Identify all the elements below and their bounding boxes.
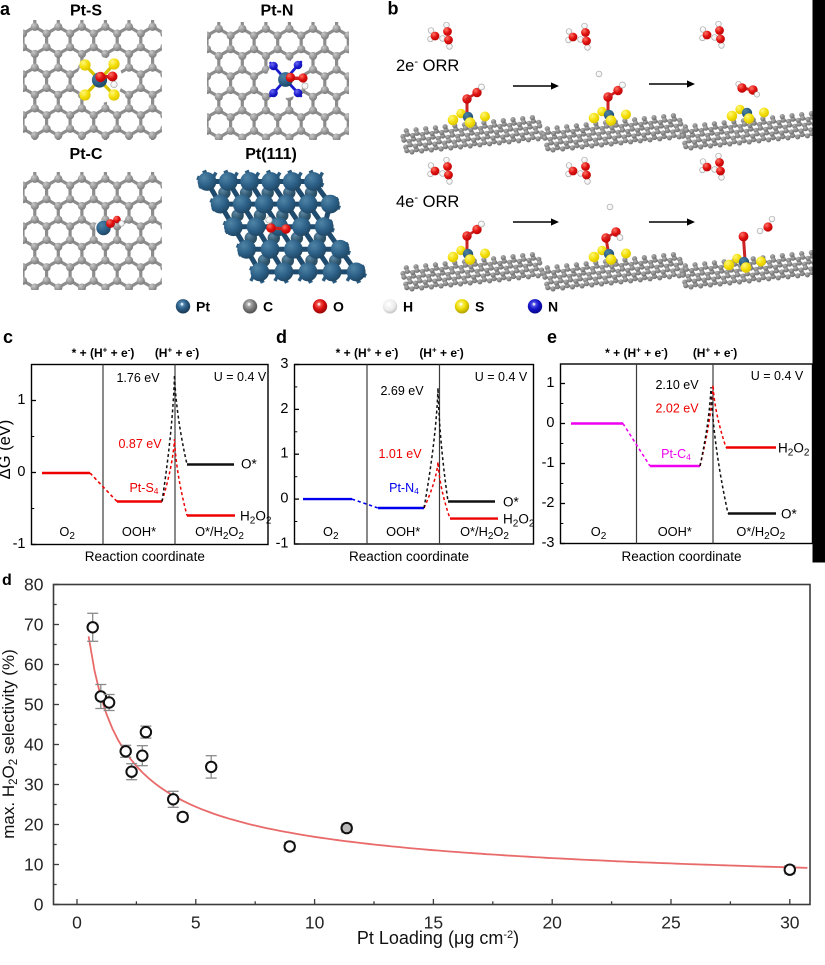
svg-text:O*: O*: [781, 507, 798, 522]
svg-text:2.02 eV: 2.02 eV: [655, 402, 699, 416]
svg-text:40: 40: [24, 735, 44, 755]
svg-text:max. H2​O2​ selectivity (%): max. H2​O2​ selectivity (%): [0, 649, 20, 838]
svg-text:50: 50: [24, 695, 44, 715]
svg-text:-1: -1: [276, 536, 289, 552]
svg-text:Reaction coordinate: Reaction coordinate: [621, 549, 741, 564]
svg-text:10: 10: [305, 913, 325, 933]
svg-text:H: H: [403, 299, 413, 315]
svg-text:O: O: [333, 299, 344, 315]
svg-text:Pt Loading (μg cm-2​): Pt Loading (μg cm-2​): [357, 928, 519, 948]
svg-text:Reaction coordinate: Reaction coordinate: [85, 549, 205, 564]
svg-text:4e-​ ORR: 4e-​ ORR: [396, 192, 459, 211]
svg-text:OOH*: OOH*: [386, 524, 420, 539]
svg-text:U = 0.4 V: U = 0.4 V: [751, 369, 804, 383]
svg-text:d: d: [2, 572, 12, 589]
svg-text:0: 0: [546, 415, 554, 431]
svg-text:1: 1: [280, 446, 288, 462]
svg-text:c: c: [3, 327, 13, 347]
svg-text:0: 0: [34, 895, 44, 915]
svg-text:b: b: [388, 0, 399, 19]
svg-text:30: 30: [24, 775, 44, 795]
svg-text:80: 80: [24, 575, 44, 595]
svg-text:-3: -3: [542, 535, 555, 551]
svg-text:Pt(111): Pt(111): [245, 146, 297, 163]
svg-text:-1: -1: [542, 455, 555, 471]
svg-text:10: 10: [24, 855, 44, 875]
svg-text:Pt-C: Pt-C: [70, 146, 103, 163]
svg-text:2e-​ ORR: 2e-​ ORR: [396, 56, 459, 75]
svg-text:U = 0.4 V: U = 0.4 V: [475, 370, 528, 384]
svg-text:e: e: [547, 327, 557, 347]
svg-text:1: 1: [17, 392, 25, 408]
svg-text:0: 0: [280, 491, 288, 507]
svg-text:1: 1: [546, 375, 554, 391]
svg-text:d: d: [276, 327, 287, 347]
svg-text:0.87 eV: 0.87 eV: [118, 437, 162, 451]
svg-text:U = 0.4 V: U = 0.4 V: [214, 370, 267, 384]
svg-text:-1: -1: [13, 536, 26, 552]
svg-text:5: 5: [191, 913, 201, 933]
svg-text:N: N: [548, 299, 558, 315]
svg-text:Pt-N: Pt-N: [261, 3, 294, 20]
svg-text:a: a: [0, 0, 11, 19]
svg-text:2.10 eV: 2.10 eV: [655, 378, 699, 392]
svg-text:-2: -2: [542, 495, 555, 511]
svg-text:60: 60: [24, 655, 44, 675]
svg-text:70: 70: [24, 615, 44, 635]
svg-text:3: 3: [280, 356, 288, 372]
svg-text:ΔG (eV): ΔG (eV): [0, 420, 14, 480]
svg-text:0: 0: [17, 464, 25, 480]
svg-text:0: 0: [72, 913, 82, 933]
svg-text:30: 30: [780, 913, 800, 933]
svg-text:20: 20: [24, 815, 44, 835]
svg-text:25: 25: [661, 913, 680, 933]
svg-text:20: 20: [542, 913, 562, 933]
svg-text:Pt: Pt: [196, 299, 210, 315]
svg-text:O*: O*: [241, 457, 258, 472]
svg-text:OOH*: OOH*: [122, 524, 156, 539]
svg-text:2: 2: [280, 401, 288, 417]
svg-text:OOH*: OOH*: [658, 524, 692, 539]
svg-text:S: S: [475, 299, 484, 315]
svg-text:Reaction coordinate: Reaction coordinate: [349, 549, 469, 564]
svg-text:O*: O*: [503, 495, 520, 510]
svg-text:1.76 eV: 1.76 eV: [116, 371, 160, 385]
svg-text:1.01 eV: 1.01 eV: [378, 447, 422, 461]
svg-text:Pt-S: Pt-S: [70, 3, 102, 20]
svg-text:2.69 eV: 2.69 eV: [380, 384, 424, 398]
svg-text:C: C: [263, 299, 273, 315]
